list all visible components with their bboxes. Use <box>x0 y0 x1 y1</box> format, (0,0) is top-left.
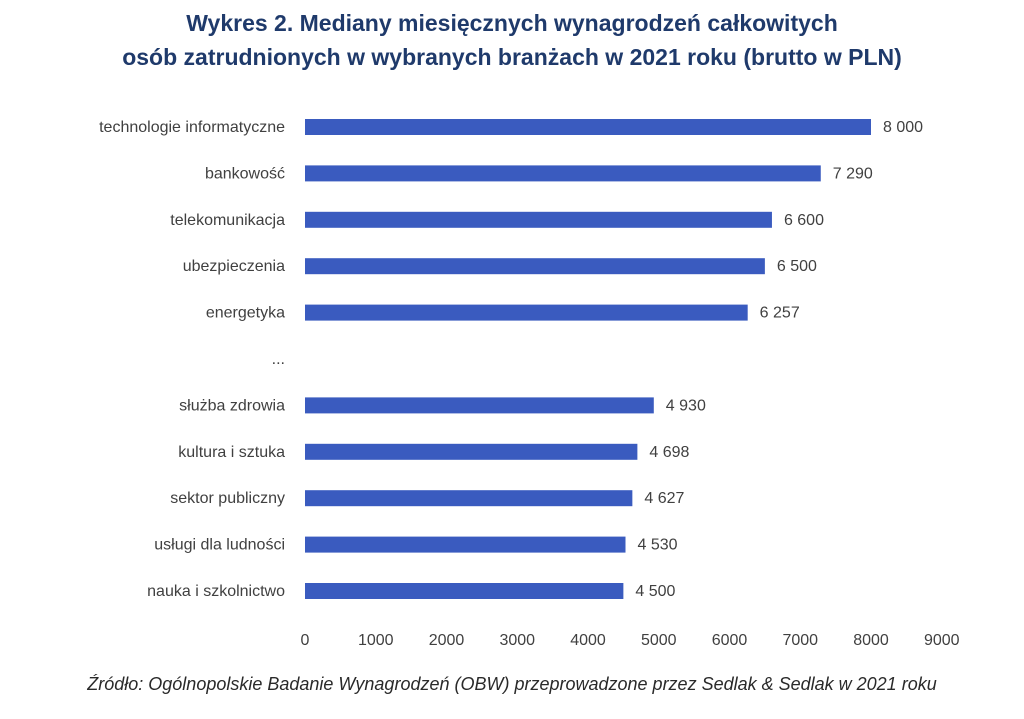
category-label: bankowość <box>205 165 285 182</box>
data-label: 7 290 <box>833 165 873 182</box>
category-label: ... <box>272 351 285 368</box>
category-label: ubezpieczenia <box>183 258 285 275</box>
bar <box>305 304 748 321</box>
bar <box>305 490 633 507</box>
category-label: usługi dla ludności <box>154 537 285 554</box>
data-label: 4 930 <box>666 397 706 414</box>
data-label: 4 698 <box>649 444 689 461</box>
data-label: 4 500 <box>635 583 675 600</box>
x-tick-label: 8000 <box>853 632 889 649</box>
category-label: sektor publiczny <box>170 490 285 507</box>
chart-title: Wykres 2. Mediany miesięcznych wynagrodz… <box>0 6 1024 74</box>
x-tick-label: 1000 <box>358 632 394 649</box>
bar <box>305 165 821 182</box>
source-note: Źródło: Ogólnopolskie Badanie Wynagrodze… <box>87 674 937 694</box>
category-label: nauka i szkolnictwo <box>147 583 285 600</box>
x-tick-label: 6000 <box>712 632 748 649</box>
bar <box>305 443 638 460</box>
bar <box>305 583 624 599</box>
x-tick-label: 2000 <box>429 632 465 649</box>
x-tick-label: 9000 <box>924 632 960 649</box>
x-tick-label: 0 <box>301 632 310 649</box>
bar <box>305 258 765 275</box>
data-label: 4 627 <box>644 490 684 507</box>
bar-chart: technologie informatyczne 8 000 bankowość 7… <box>99 119 960 649</box>
category-label: kultura i sztuka <box>178 444 285 461</box>
x-tick-label: 3000 <box>499 632 535 649</box>
data-label: 6 257 <box>760 305 800 322</box>
category-label: technologie informatyczne <box>99 119 285 136</box>
bar <box>305 119 871 135</box>
bar <box>305 211 772 228</box>
x-tick-label: 5000 <box>641 632 677 649</box>
bar <box>305 536 626 553</box>
x-tick-label: 7000 <box>782 632 818 649</box>
x-tick-label: 4000 <box>570 632 606 649</box>
chart-title-line2: osób zatrudnionych w wybranych branżach … <box>122 44 902 70</box>
data-label: 4 530 <box>637 537 677 554</box>
category-label: służba zdrowia <box>179 397 285 414</box>
category-label: telekomunikacja <box>170 212 285 229</box>
category-label: energetyka <box>206 305 285 322</box>
chart-title-line1: Wykres 2. Mediany miesięcznych wynagrodz… <box>186 10 838 36</box>
data-label: 8 000 <box>883 119 923 136</box>
data-label: 6 500 <box>777 258 817 275</box>
data-label: 6 600 <box>784 212 824 229</box>
bar <box>305 397 654 414</box>
